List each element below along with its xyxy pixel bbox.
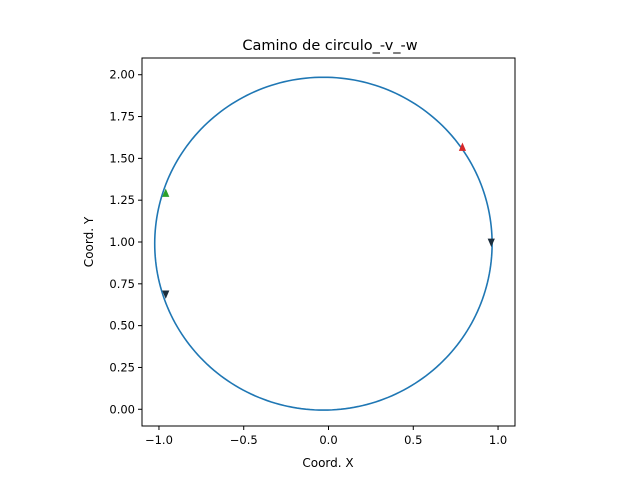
direction-marker — [162, 290, 170, 299]
direction-marker — [162, 188, 170, 197]
x-tick-label: −0.5 — [230, 433, 258, 447]
y-tick-label: 0.75 — [109, 277, 135, 291]
x-axis: −1.0 −0.5 0.0 0.5 1.0 — [145, 426, 507, 447]
plot-frame — [141, 57, 516, 427]
y-tick-label: 0.25 — [109, 360, 135, 374]
y-tick-label: 1.75 — [109, 110, 135, 124]
y-tick-label: 0.50 — [109, 319, 135, 333]
x-tick-label: 0.0 — [319, 433, 337, 447]
y-axis-label: Coord. Y — [82, 216, 96, 267]
x-tick-label: 0.5 — [404, 433, 422, 447]
y-tick-label: 1.00 — [109, 235, 135, 249]
direction-marker — [487, 238, 495, 248]
y-axis: 0.00 0.25 0.50 0.75 1.00 1.25 1.50 1.75 2.00 — [109, 68, 142, 416]
x-tick-label: −1.0 — [145, 433, 173, 447]
y-tick-label: 2.00 — [109, 68, 135, 82]
plot-area — [141, 57, 516, 427]
chart-title: Camino de circulo_-v_-w — [242, 38, 417, 54]
data-marks — [153, 76, 495, 411]
y-tick-label: 1.50 — [109, 151, 135, 165]
y-tick-label: 0.00 — [109, 402, 135, 416]
x-axis-label: Coord. X — [302, 456, 353, 470]
x-tick-label: 1.0 — [489, 433, 507, 447]
y-tick-label: 1.25 — [109, 193, 135, 207]
series-line — [153, 76, 493, 411]
direction-marker — [458, 142, 467, 151]
